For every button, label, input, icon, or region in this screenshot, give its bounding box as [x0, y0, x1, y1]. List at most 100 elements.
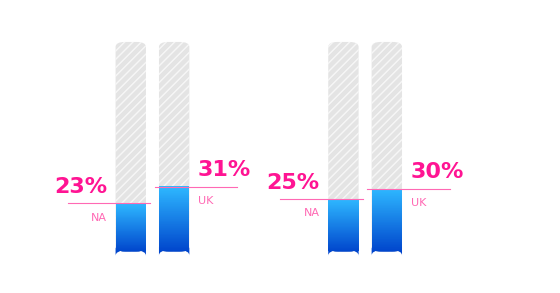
Bar: [372, 246, 402, 247]
Bar: [115, 237, 146, 238]
Bar: [328, 231, 358, 232]
Bar: [115, 206, 146, 207]
Bar: [372, 229, 402, 230]
Bar: [115, 210, 146, 211]
Bar: [159, 204, 189, 205]
Bar: [328, 210, 358, 211]
Bar: [115, 230, 146, 231]
Bar: [372, 211, 402, 212]
Bar: [159, 233, 189, 234]
Bar: [115, 238, 146, 239]
Bar: [159, 203, 189, 204]
Bar: [372, 226, 402, 227]
Bar: [372, 200, 402, 201]
Bar: [328, 241, 358, 242]
Bar: [159, 229, 189, 230]
Bar: [328, 230, 358, 231]
Bar: [372, 218, 402, 219]
Bar: [328, 221, 358, 222]
Text: 25%: 25%: [267, 173, 320, 193]
Bar: [372, 212, 402, 213]
Bar: [372, 199, 402, 200]
Bar: [328, 209, 358, 210]
Bar: [159, 209, 189, 210]
Bar: [115, 247, 146, 248]
Bar: [115, 213, 146, 214]
Bar: [159, 201, 189, 202]
Bar: [328, 213, 358, 214]
Bar: [328, 212, 358, 213]
Bar: [372, 236, 402, 237]
Bar: [115, 242, 146, 243]
Bar: [328, 220, 358, 221]
Bar: [159, 250, 189, 251]
Bar: [159, 227, 189, 228]
Bar: [372, 192, 402, 193]
Bar: [159, 212, 189, 213]
Bar: [372, 189, 402, 190]
Bar: [159, 193, 189, 194]
Bar: [159, 233, 189, 234]
Bar: [372, 242, 402, 243]
Bar: [372, 204, 402, 205]
Bar: [372, 215, 402, 216]
Bar: [115, 239, 146, 240]
Bar: [372, 236, 402, 237]
Text: 30%: 30%: [410, 162, 464, 182]
Bar: [328, 222, 358, 223]
Bar: [115, 225, 146, 226]
Bar: [159, 219, 189, 220]
Bar: [372, 207, 402, 208]
Bar: [372, 243, 402, 244]
Bar: [372, 241, 402, 242]
Bar: [159, 224, 189, 225]
Bar: [372, 237, 402, 238]
FancyBboxPatch shape: [115, 247, 146, 256]
Bar: [372, 214, 402, 215]
Bar: [159, 242, 189, 243]
Bar: [159, 218, 189, 219]
Bar: [328, 228, 358, 229]
Bar: [115, 212, 146, 213]
Bar: [115, 246, 146, 247]
FancyBboxPatch shape: [372, 42, 402, 252]
Bar: [159, 225, 189, 226]
Bar: [159, 215, 189, 216]
Bar: [115, 225, 146, 226]
Bar: [328, 215, 358, 216]
Bar: [159, 244, 189, 245]
Bar: [372, 240, 402, 241]
Bar: [328, 217, 358, 218]
Bar: [328, 239, 358, 240]
Bar: [328, 209, 358, 210]
Bar: [159, 223, 189, 224]
Bar: [328, 203, 358, 204]
Bar: [159, 188, 189, 189]
Bar: [372, 194, 402, 195]
Bar: [372, 240, 402, 241]
Bar: [372, 189, 402, 190]
Bar: [328, 200, 358, 201]
Text: UK: UK: [410, 198, 426, 208]
Bar: [372, 246, 402, 247]
Bar: [115, 212, 146, 213]
Bar: [328, 218, 358, 219]
Bar: [159, 207, 189, 208]
Bar: [328, 235, 358, 236]
Bar: [159, 191, 189, 192]
Bar: [159, 240, 189, 241]
Bar: [328, 237, 358, 238]
Bar: [328, 239, 358, 240]
Bar: [159, 208, 189, 209]
Bar: [115, 245, 146, 246]
Bar: [115, 230, 146, 231]
Bar: [159, 241, 189, 242]
Bar: [159, 205, 189, 206]
Bar: [159, 200, 189, 201]
Bar: [159, 221, 189, 222]
Bar: [372, 209, 402, 210]
Bar: [159, 239, 189, 240]
Bar: [115, 209, 146, 210]
Bar: [115, 214, 146, 215]
Bar: [328, 214, 358, 215]
